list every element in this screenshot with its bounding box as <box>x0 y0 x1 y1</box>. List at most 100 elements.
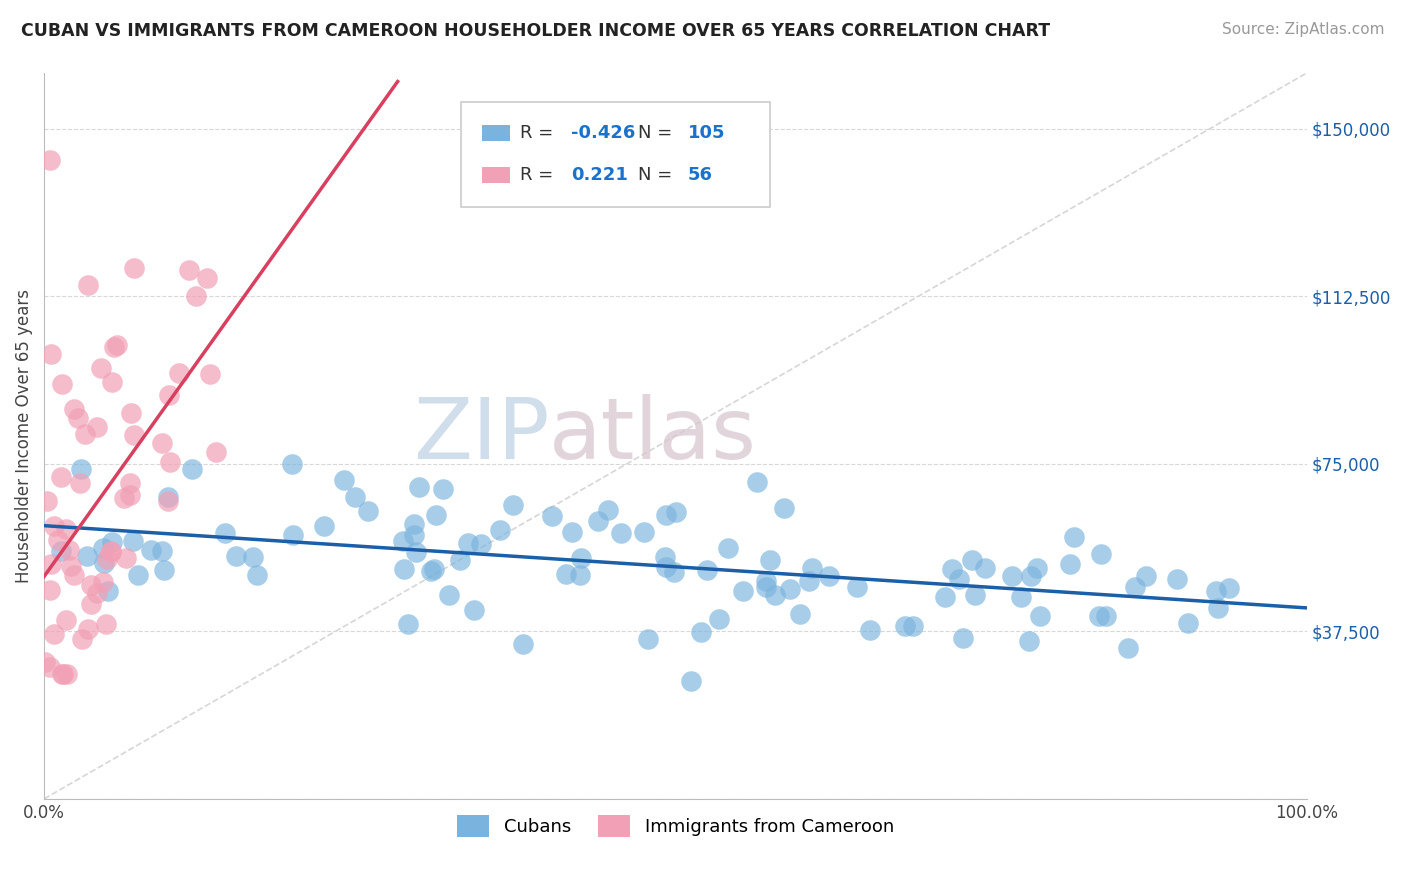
Point <box>39 347 62 361</box>
Point <box>689 624 711 639</box>
Point <box>34 655 56 669</box>
Point <box>1123 580 1146 594</box>
Text: ZIP: ZIP <box>413 394 550 477</box>
Point <box>344 491 367 505</box>
Point <box>801 561 824 575</box>
Point <box>1116 640 1139 655</box>
Point <box>51 666 73 681</box>
Point <box>423 561 446 575</box>
Point <box>55 613 77 627</box>
Point <box>1001 569 1024 583</box>
Bar <box>482 125 510 141</box>
Point <box>609 526 631 541</box>
Point <box>246 567 269 582</box>
Point <box>1135 569 1157 583</box>
Point <box>1205 583 1227 598</box>
Text: 56: 56 <box>688 166 713 184</box>
Point <box>555 566 578 581</box>
Point <box>157 388 180 402</box>
Point <box>1177 615 1199 630</box>
Point <box>633 525 655 540</box>
Point <box>184 289 207 303</box>
Point <box>681 674 703 689</box>
Point <box>115 551 138 566</box>
Point <box>120 406 142 420</box>
Point <box>51 543 73 558</box>
Point <box>903 619 925 633</box>
Point <box>463 603 485 617</box>
Text: R =: R = <box>520 166 560 184</box>
Point <box>402 528 425 542</box>
Point <box>654 549 676 564</box>
Point <box>357 504 380 518</box>
Point <box>100 544 122 558</box>
Point <box>392 533 415 548</box>
Point <box>1010 591 1032 605</box>
Point <box>934 591 956 605</box>
Point <box>86 586 108 600</box>
Point <box>568 568 591 582</box>
Point <box>122 534 145 549</box>
Point <box>51 470 73 484</box>
Point <box>51 377 73 392</box>
Point <box>333 473 356 487</box>
Point <box>242 549 264 564</box>
Point <box>35 493 58 508</box>
Point <box>717 541 740 555</box>
Point <box>731 583 754 598</box>
Point <box>419 564 441 578</box>
Point <box>52 666 75 681</box>
Point <box>470 537 492 551</box>
Point <box>56 666 79 681</box>
Point <box>457 536 479 550</box>
Point <box>1059 557 1081 571</box>
Point <box>747 475 769 489</box>
Point <box>1021 569 1043 583</box>
Point <box>152 435 174 450</box>
Point <box>97 584 120 599</box>
Point <box>502 498 524 512</box>
Point <box>76 549 98 563</box>
Point <box>63 402 86 417</box>
Point <box>101 375 124 389</box>
Point <box>42 519 65 533</box>
Point <box>150 544 173 558</box>
Point <box>75 427 97 442</box>
Point <box>195 271 218 285</box>
Point <box>167 366 190 380</box>
Point <box>859 624 882 638</box>
Point <box>80 598 103 612</box>
Point <box>112 491 135 505</box>
Point <box>39 660 62 674</box>
Point <box>1218 581 1240 595</box>
Point <box>1095 609 1118 624</box>
Point <box>225 549 247 564</box>
FancyBboxPatch shape <box>461 102 770 207</box>
Point <box>90 361 112 376</box>
Point <box>198 368 221 382</box>
Point <box>402 517 425 532</box>
Point <box>101 534 124 549</box>
Point <box>894 619 917 633</box>
Point <box>127 568 149 582</box>
Point <box>93 541 115 556</box>
Text: 0.221: 0.221 <box>571 166 627 184</box>
Point <box>100 543 122 558</box>
Point <box>405 544 427 558</box>
Point <box>759 552 782 566</box>
Point <box>107 337 129 351</box>
Point <box>153 563 176 577</box>
Point <box>845 580 868 594</box>
Point <box>707 612 730 626</box>
Point <box>765 588 787 602</box>
Point <box>214 526 236 541</box>
Point <box>46 533 69 548</box>
Point <box>817 568 839 582</box>
Point <box>779 582 801 596</box>
Point <box>159 455 181 469</box>
Point <box>541 509 564 524</box>
Point <box>122 428 145 442</box>
Point <box>561 524 583 539</box>
Point <box>396 617 419 632</box>
Point <box>772 500 794 515</box>
